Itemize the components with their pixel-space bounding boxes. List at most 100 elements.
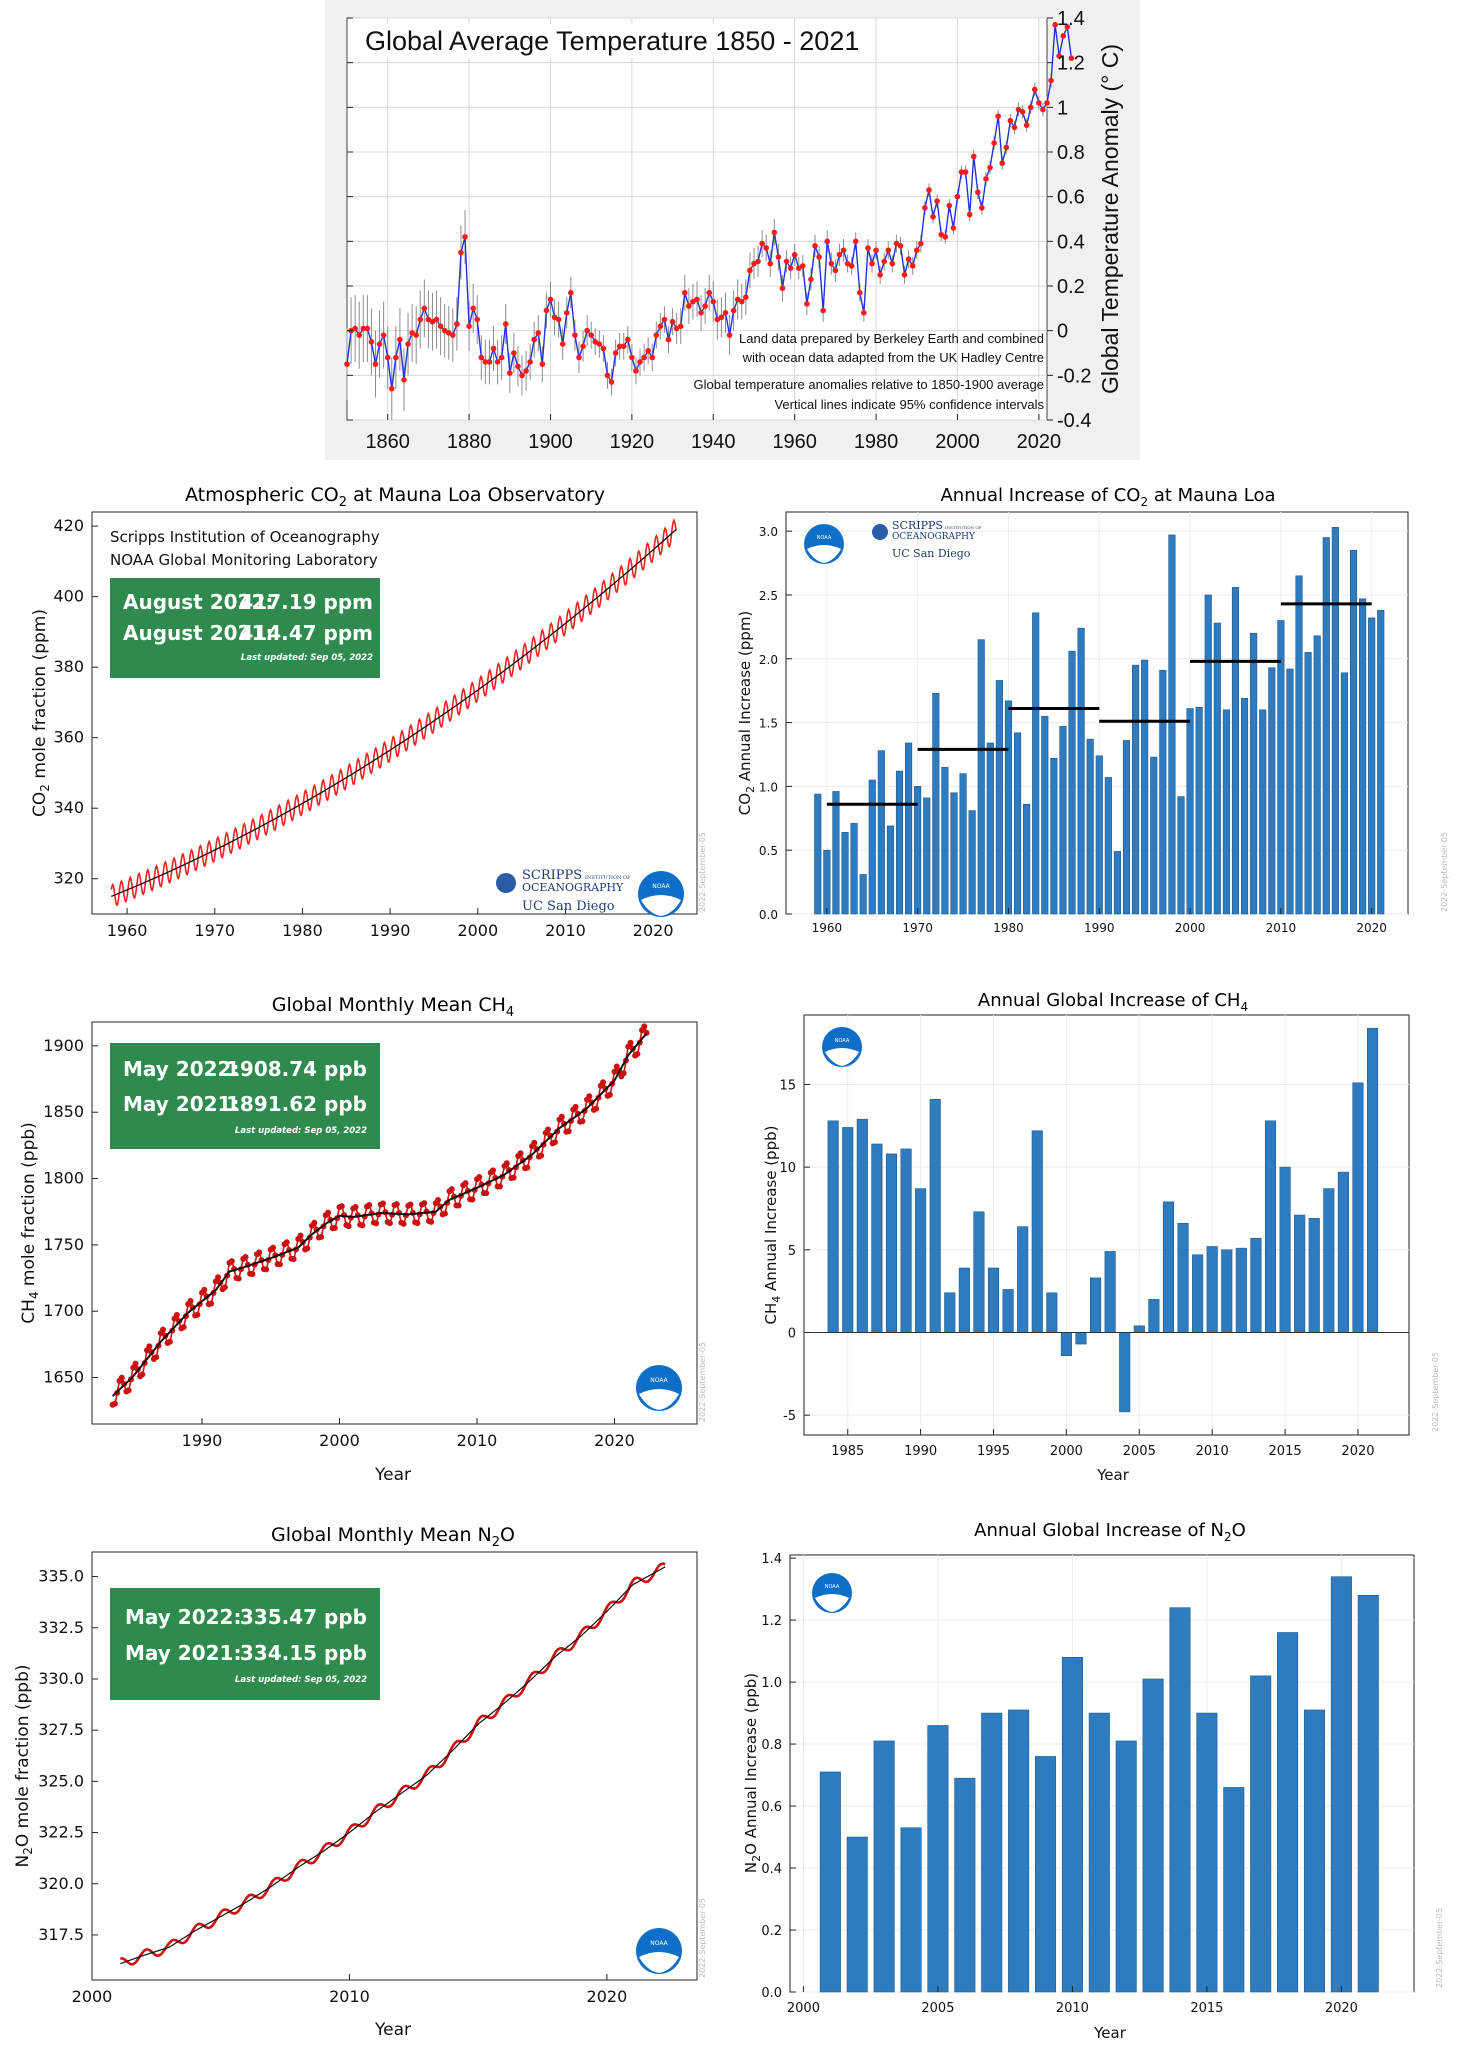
ch4-increase-date-stamp: 2022-September-05 xyxy=(1431,1352,1440,1432)
n2oinc-bar xyxy=(846,1836,868,1993)
temperature-point xyxy=(743,294,749,300)
temperature-panel: 1860 1880 1900 1920 1940 1960 1980 2000 2020 -0.… xyxy=(325,0,1140,460)
temperature-point xyxy=(470,305,476,312)
noaa-logo-wave xyxy=(639,1952,679,1973)
temperature-point xyxy=(413,332,419,338)
temperature-point xyxy=(775,254,782,260)
ch4inc-bar xyxy=(1221,1249,1233,1333)
n2oinc-bar xyxy=(1277,1632,1299,1993)
ch4inc-bar xyxy=(1075,1332,1087,1345)
n2o-date-stamp: 2022-September-05 xyxy=(698,1898,707,1978)
ch4inc-bar xyxy=(1104,1251,1116,1333)
n2oinc-bar xyxy=(1115,1740,1137,1993)
temp-xtick-label: 2020 xyxy=(1017,431,1062,453)
temperature-point xyxy=(523,368,529,374)
noaa-logo-text: NOAA xyxy=(650,1377,668,1384)
co2-title-sub: 2 xyxy=(339,495,347,510)
temperature-point xyxy=(1003,144,1010,151)
temperature-point xyxy=(1027,104,1034,111)
ch4-title: Global Monthly Mean CH4 xyxy=(272,994,514,1020)
co2inc-bar xyxy=(905,742,913,915)
ch4inc-xtick-label: 1995 xyxy=(977,1444,1010,1459)
co2inc-bar xyxy=(1050,758,1058,915)
n2oinc-xtick-label: 2015 xyxy=(1190,2001,1223,2016)
temperature-point xyxy=(694,296,700,303)
co2-xtick-label: 2000 xyxy=(457,921,498,940)
scripps-logo: SCRIPPS INSTITUTION OF OCEANOGRAPHY UC S… xyxy=(496,868,631,914)
n2o-panel: Global Monthly Mean N2O 2000 2010 2020 317… xyxy=(0,1510,720,2048)
n2oinc-bar xyxy=(1088,1712,1110,1993)
co2inc-bar xyxy=(1195,706,1203,915)
temperature-point xyxy=(645,347,651,354)
temperature-point xyxy=(755,258,761,265)
n2o-title-sub: 2 xyxy=(492,1535,500,1550)
co2-increase-title-pre: Annual Increase of CO xyxy=(940,485,1140,506)
temperature-point xyxy=(1036,100,1042,106)
ch4inc-bar xyxy=(1337,1171,1349,1333)
temperature-point xyxy=(1048,77,1054,84)
co2inc-bar xyxy=(877,750,885,915)
temperature-point xyxy=(384,354,391,361)
n2oinc-bar xyxy=(1008,1709,1030,1993)
temperature-point xyxy=(474,316,481,323)
co2inc-bar xyxy=(850,823,858,915)
ch4inc-bar xyxy=(915,1188,927,1333)
co2-box-label-2: August 2021: xyxy=(123,621,273,645)
ch4-xtick-label: 2020 xyxy=(594,1431,635,1450)
ch4-box-value-2: 1891.62 ppb xyxy=(226,1092,367,1116)
temperature-point xyxy=(466,323,472,330)
temperature-point xyxy=(490,345,497,352)
co2inc-bar xyxy=(1150,756,1158,915)
scripps-logo-small: INSTITUTION OF xyxy=(585,875,631,881)
co2inc-xtick-label: 1990 xyxy=(1084,921,1115,935)
temperature-chart: 1860 1880 1900 1920 1940 1960 1980 2000 2020 -0.… xyxy=(325,0,1140,460)
n2oinc-bar xyxy=(1223,1787,1245,1993)
ch4inc-bar xyxy=(987,1267,1000,1333)
temperature-point xyxy=(482,359,489,365)
n2oinc-ytick-label: 0.0 xyxy=(761,1986,782,2001)
temperature-point xyxy=(730,307,737,314)
n2oinc-ytick-label: 0.4 xyxy=(761,1862,782,1877)
temperature-point xyxy=(950,225,957,231)
ch4-date-stamp: 2022-September-05 xyxy=(698,1342,707,1422)
temp-xtick-label: 1960 xyxy=(772,431,817,453)
co2inc-bar xyxy=(1295,575,1303,915)
ch4inc-bar xyxy=(1294,1214,1306,1333)
n2oinc-bar xyxy=(1357,1594,1379,1993)
co2inc-ytick-label: 3.0 xyxy=(759,525,778,539)
co2-increase-title-post: at Mauna Loa xyxy=(1148,485,1275,506)
temperature-point xyxy=(922,205,928,211)
temperature-point xyxy=(763,245,769,251)
n2oinc-bar xyxy=(1196,1712,1218,1993)
n2o-ylabel-post: O mole fraction (ppb) xyxy=(13,1664,33,1847)
scripps-globe-icon xyxy=(872,524,888,540)
scripps-logo-sub: OCEANOGRAPHY xyxy=(892,532,976,542)
ucsd-logo-text: UC San Diego xyxy=(522,899,615,914)
co2inc-bar xyxy=(1068,650,1076,915)
co2inc-bar xyxy=(886,825,894,915)
temperature-point xyxy=(364,325,371,332)
ch4inc-bar xyxy=(871,1143,883,1333)
temperature-point xyxy=(612,350,619,356)
co2-increase-ylabel-pre: CO xyxy=(736,793,754,815)
ch4-increase-ylabel: CH4 Annual Increase (ppb) xyxy=(762,1126,783,1325)
co2inc-bar xyxy=(1041,715,1049,915)
temperature-point xyxy=(653,332,660,338)
ch4inc-bar xyxy=(1031,1130,1043,1333)
temp-ytick-label: 0.2 xyxy=(1057,276,1085,298)
temperature-title-bg xyxy=(361,24,783,58)
temperature-point xyxy=(625,336,631,343)
temperature-point xyxy=(376,341,383,347)
n2o-box-label-1: May 2022: xyxy=(125,1605,241,1629)
temperature-point xyxy=(812,243,818,249)
temperature-point xyxy=(616,343,623,350)
temperature-point xyxy=(588,332,594,338)
noaa-logo-wave xyxy=(641,895,681,916)
n2o-xtick-label: 2020 xyxy=(587,1987,628,2006)
ch4inc-xtick-label: 2020 xyxy=(1341,1444,1374,1459)
temperature-point xyxy=(856,289,863,296)
ch4-increase-title-pre: Annual Global Increase of CH xyxy=(978,990,1241,1011)
co2inc-bar xyxy=(1132,664,1140,915)
scripps-logo-text: SCRIPPS xyxy=(892,519,943,532)
temperature-point xyxy=(808,276,814,283)
